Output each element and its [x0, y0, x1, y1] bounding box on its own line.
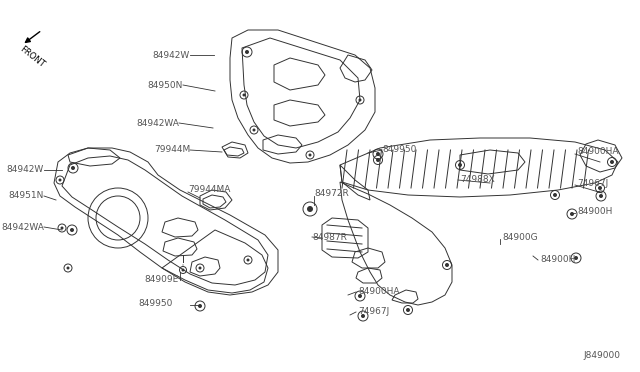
Text: 84900HA: 84900HA	[577, 148, 618, 157]
Circle shape	[358, 99, 362, 102]
Text: 74967J: 74967J	[577, 179, 608, 187]
Circle shape	[570, 212, 574, 216]
Circle shape	[458, 163, 462, 167]
Circle shape	[70, 228, 74, 232]
Text: 84900HA: 84900HA	[358, 288, 399, 296]
Text: 84900G: 84900G	[502, 232, 538, 241]
Circle shape	[361, 314, 365, 318]
Text: 74967J: 74967J	[358, 308, 389, 317]
Circle shape	[599, 194, 603, 198]
Circle shape	[376, 152, 380, 156]
Circle shape	[182, 269, 184, 272]
Circle shape	[574, 256, 578, 260]
Text: 84987R: 84987R	[312, 232, 347, 241]
Circle shape	[71, 166, 75, 170]
Text: 84972R: 84972R	[314, 189, 349, 198]
Text: 84942W: 84942W	[7, 166, 44, 174]
Circle shape	[198, 304, 202, 308]
Text: 849950: 849950	[382, 145, 417, 154]
Circle shape	[553, 193, 557, 197]
Text: 84900H: 84900H	[540, 256, 575, 264]
Circle shape	[246, 259, 250, 262]
Circle shape	[358, 294, 362, 298]
Circle shape	[307, 206, 313, 212]
Circle shape	[245, 50, 249, 54]
Text: 84942WA: 84942WA	[136, 119, 179, 128]
Text: 84942WA: 84942WA	[1, 222, 44, 231]
Circle shape	[308, 154, 312, 157]
Text: J849000: J849000	[583, 351, 620, 360]
Text: 84942W: 84942W	[153, 51, 190, 60]
Circle shape	[253, 128, 255, 131]
Text: 84950N: 84950N	[148, 80, 183, 90]
Circle shape	[58, 179, 61, 182]
Text: 79944MA: 79944MA	[188, 186, 230, 195]
Text: 84900H: 84900H	[577, 206, 612, 215]
Circle shape	[67, 266, 70, 269]
Text: 849950: 849950	[138, 298, 172, 308]
Circle shape	[610, 160, 614, 164]
Circle shape	[198, 266, 202, 269]
Circle shape	[376, 158, 380, 162]
Text: 84951N: 84951N	[8, 192, 44, 201]
Circle shape	[406, 308, 410, 312]
Text: 84909E: 84909E	[144, 276, 179, 285]
Text: 74988X: 74988X	[460, 176, 495, 185]
Circle shape	[243, 93, 246, 96]
Text: 79944M: 79944M	[154, 145, 190, 154]
Circle shape	[598, 186, 602, 190]
Circle shape	[445, 263, 449, 267]
Text: FRONT: FRONT	[18, 45, 46, 70]
Circle shape	[61, 227, 63, 230]
